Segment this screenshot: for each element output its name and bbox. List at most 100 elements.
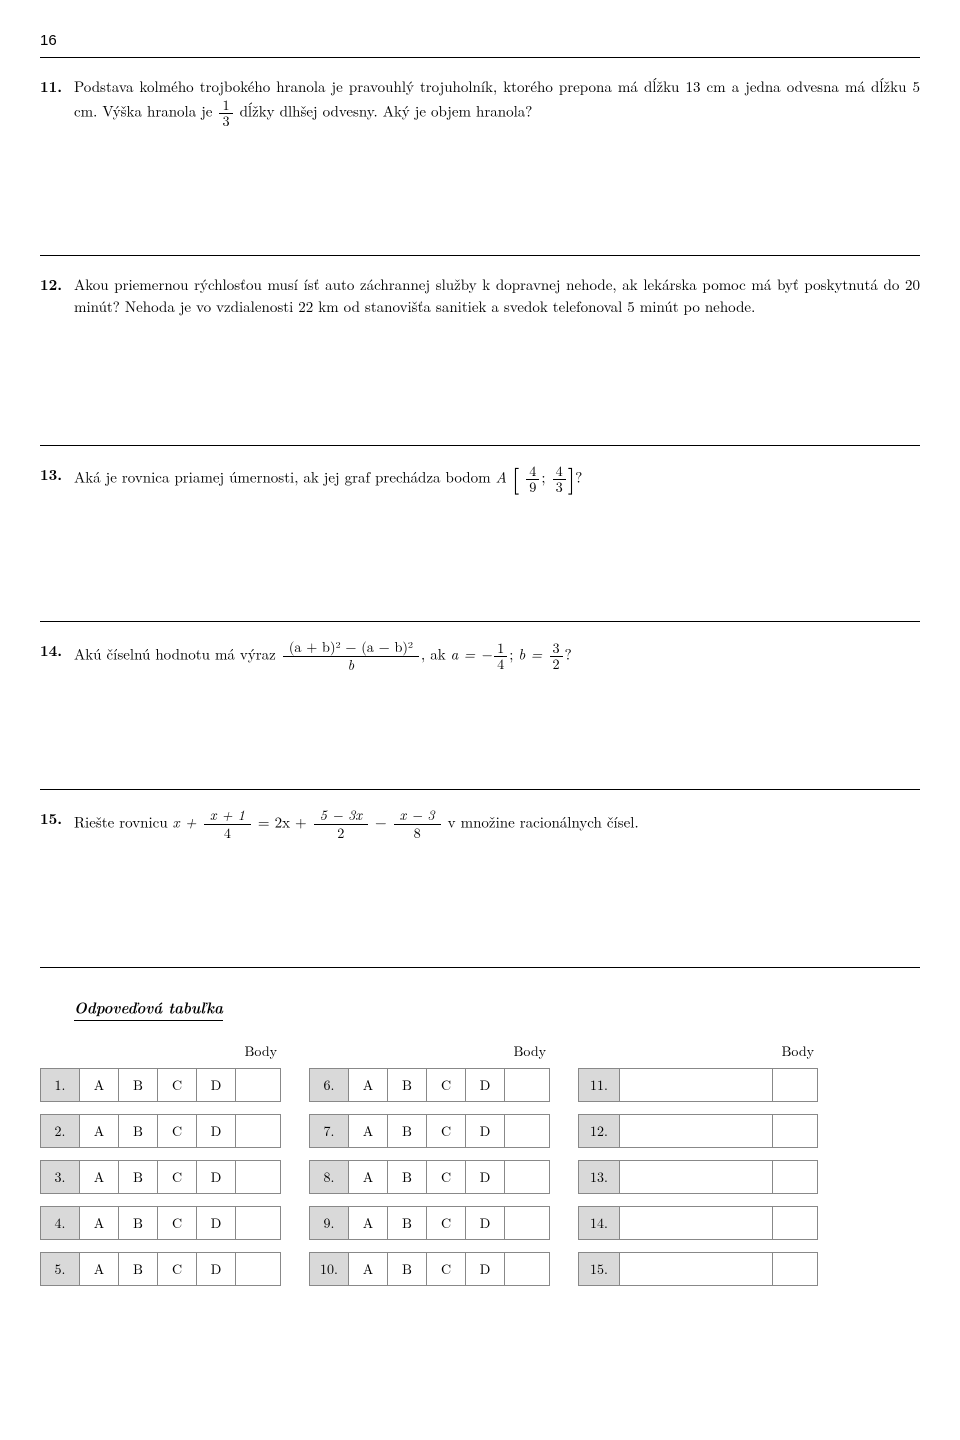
a-equals: a = − <box>451 644 492 665</box>
b-equals: b = <box>518 644 547 665</box>
score-cell[interactable] <box>505 1207 550 1240</box>
option-cell[interactable]: A <box>349 1161 388 1194</box>
score-cell[interactable] <box>773 1207 818 1240</box>
option-cell[interactable]: A <box>349 1207 388 1240</box>
option-cell[interactable]: A <box>349 1253 388 1286</box>
score-cell[interactable] <box>505 1115 550 1148</box>
option-cell[interactable]: D <box>466 1253 505 1286</box>
row-number-cell: 1. <box>41 1069 80 1102</box>
row-number-cell: 3. <box>41 1161 80 1194</box>
score-cell[interactable] <box>236 1253 281 1286</box>
problem-13: 13. Aká je rovnica priamej úmernosti, ak… <box>40 464 920 495</box>
left-bracket: [ <box>512 458 520 496</box>
option-cell[interactable]: B <box>388 1115 427 1148</box>
text-part: dĺžky dlhšej odvesny. Aký je objem hrano… <box>240 101 533 122</box>
option-cell[interactable]: A <box>349 1069 388 1102</box>
problem-11: 11. Podstava kolmého trojbokého hranola … <box>40 76 920 129</box>
fraction: 4 9 <box>526 464 539 495</box>
option-cell[interactable]: C <box>158 1069 197 1102</box>
option-cell[interactable]: D <box>466 1115 505 1148</box>
variable-A: A <box>496 467 507 488</box>
var-b: b <box>348 655 355 675</box>
row-number-cell: 6. <box>310 1069 349 1102</box>
text-part: ? <box>575 467 582 488</box>
option-cell[interactable]: C <box>427 1161 466 1194</box>
option-cell[interactable]: A <box>80 1069 119 1102</box>
fraction-expression: (a + b)² − (a − b)² b <box>283 640 419 673</box>
denominator: 8 <box>394 825 441 841</box>
score-cell[interactable] <box>236 1115 281 1148</box>
answer-table-1: 1.ABCD2.ABCD3.ABCD4.ABCD5.ABCD <box>40 1068 281 1286</box>
option-cell[interactable]: D <box>197 1253 236 1286</box>
option-cell[interactable]: D <box>466 1069 505 1102</box>
score-cell[interactable] <box>236 1161 281 1194</box>
score-cell[interactable] <box>773 1115 818 1148</box>
minus: − <box>370 811 392 832</box>
row-number-cell: 10. <box>310 1253 349 1286</box>
option-cell[interactable]: D <box>466 1161 505 1194</box>
table-row: 15. <box>579 1253 818 1286</box>
option-cell[interactable]: D <box>197 1069 236 1102</box>
problem-number: 15. <box>40 808 74 841</box>
option-cell[interactable]: D <box>197 1161 236 1194</box>
row-number-cell: 5. <box>41 1253 80 1286</box>
option-cell[interactable]: C <box>158 1115 197 1148</box>
option-cell[interactable]: A <box>80 1207 119 1240</box>
fraction: x + 1 4 <box>204 808 251 841</box>
option-cell[interactable]: B <box>119 1253 158 1286</box>
score-cell[interactable] <box>773 1253 818 1286</box>
option-cell[interactable]: C <box>427 1115 466 1148</box>
row-number-cell: 9. <box>310 1207 349 1240</box>
answer-cell[interactable] <box>620 1069 773 1102</box>
option-cell[interactable]: B <box>388 1253 427 1286</box>
text-part: , ak <box>421 644 451 665</box>
score-cell[interactable] <box>505 1069 550 1102</box>
row-number-cell: 2. <box>41 1115 80 1148</box>
option-cell[interactable]: A <box>80 1115 119 1148</box>
text-part: Riešte rovnicu <box>74 811 173 832</box>
option-cell[interactable]: D <box>197 1115 236 1148</box>
score-cell[interactable] <box>236 1207 281 1240</box>
option-cell[interactable]: B <box>119 1115 158 1148</box>
option-cell[interactable]: C <box>427 1253 466 1286</box>
table-row: 5.ABCD <box>41 1253 281 1286</box>
body-header: Body <box>578 1041 818 1062</box>
problem-number: 12. <box>40 274 74 319</box>
option-cell[interactable]: B <box>119 1161 158 1194</box>
option-cell[interactable]: B <box>388 1161 427 1194</box>
answer-cell[interactable] <box>620 1115 773 1148</box>
option-cell[interactable]: B <box>388 1069 427 1102</box>
option-cell[interactable]: C <box>158 1207 197 1240</box>
table-row: 1.ABCD <box>41 1069 281 1102</box>
score-cell[interactable] <box>236 1069 281 1102</box>
answer-cell[interactable] <box>620 1161 773 1194</box>
option-cell[interactable]: C <box>427 1069 466 1102</box>
score-cell[interactable] <box>505 1161 550 1194</box>
answer-cell[interactable] <box>620 1207 773 1240</box>
denominator: 4 <box>494 657 507 672</box>
option-cell[interactable]: A <box>80 1161 119 1194</box>
denominator: 3 <box>553 480 566 495</box>
option-cell[interactable]: C <box>158 1161 197 1194</box>
fraction: 1 4 <box>494 641 507 672</box>
option-cell[interactable]: B <box>119 1207 158 1240</box>
option-cell[interactable]: B <box>119 1069 158 1102</box>
answer-cell[interactable] <box>620 1253 773 1286</box>
score-cell[interactable] <box>773 1069 818 1102</box>
score-cell[interactable] <box>505 1253 550 1286</box>
option-cell[interactable]: A <box>349 1115 388 1148</box>
fraction: 3 2 <box>550 641 563 672</box>
option-cell[interactable]: C <box>427 1207 466 1240</box>
page-number: 16 <box>40 30 920 53</box>
divider <box>40 621 920 622</box>
fraction: 5 − 3x 2 <box>314 808 368 841</box>
problem-number: 13. <box>40 464 74 495</box>
score-cell[interactable] <box>773 1161 818 1194</box>
option-cell[interactable]: A <box>80 1253 119 1286</box>
option-cell[interactable]: D <box>466 1207 505 1240</box>
right-bracket: ] <box>568 458 576 496</box>
option-cell[interactable]: B <box>388 1207 427 1240</box>
option-cell[interactable]: D <box>197 1207 236 1240</box>
num-expr: x + 1 <box>210 805 245 825</box>
option-cell[interactable]: C <box>158 1253 197 1286</box>
